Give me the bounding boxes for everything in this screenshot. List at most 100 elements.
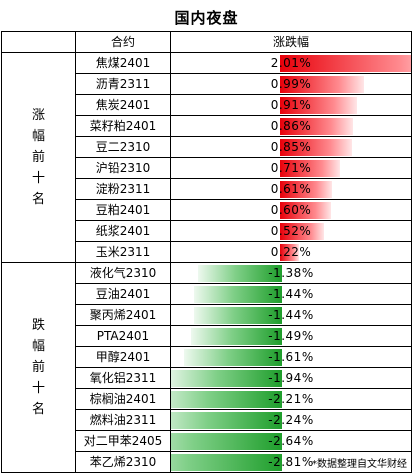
change-value: -2.81% <box>268 455 314 469</box>
change-value: -1.44% <box>268 287 314 301</box>
loss-bar <box>198 265 282 282</box>
change-cell: 0.91% <box>170 94 412 116</box>
contract-name: 沪铅2310 <box>75 157 171 179</box>
change-cell: -1.94% <box>170 367 412 389</box>
contract-name: 菜籽粕2401 <box>75 115 171 137</box>
change-value: -1.38% <box>268 266 314 280</box>
contract-name: 甲醇2401 <box>75 346 171 368</box>
change-cell: -1.44% <box>170 304 412 326</box>
change-value: -1.49% <box>268 329 314 343</box>
loss-bar <box>184 349 282 366</box>
table-header-row: 合约 涨跌幅 <box>1 31 412 53</box>
change-value: 0.99% <box>270 77 312 91</box>
chart-title: 国内夜盘 <box>174 9 239 27</box>
contract-name: 焦炭2401 <box>75 94 171 116</box>
gain-bar <box>280 181 332 198</box>
change-cell: 0.86% <box>170 115 412 137</box>
change-cell: 0.85% <box>170 136 412 158</box>
contract-name: 焦煤2401 <box>75 52 171 74</box>
change-value: 0.52% <box>270 224 312 238</box>
contract-name: 苯乙烯2310 <box>75 451 171 473</box>
contract-name: 对二甲苯2405 <box>75 430 171 452</box>
gain-bar <box>280 97 357 114</box>
change-value: 0.91% <box>270 98 312 112</box>
contract-name: 聚丙烯2401 <box>75 304 171 326</box>
change-cell: -2.81% <box>170 451 412 473</box>
loss-bar <box>171 433 282 450</box>
change-cell: -2.21% <box>170 388 412 410</box>
change-value: 2.01% <box>270 56 312 70</box>
change-value: 0.85% <box>270 140 312 154</box>
table-row: 玉米2311 0.22% <box>2 241 412 263</box>
change-cell: 2.01% <box>170 52 412 74</box>
group-label-text: 涨幅前十名 <box>31 108 45 207</box>
gain-bar <box>280 202 331 219</box>
loss-bar <box>191 328 282 345</box>
change-cell: 0.99% <box>170 73 412 95</box>
change-cell: 0.61% <box>170 178 412 200</box>
group-label-top-losers: 跌幅前十名 <box>1 262 76 473</box>
change-value: -1.61% <box>268 350 314 364</box>
table-row: 沪铅2310 0.71% <box>2 157 412 179</box>
change-value: -1.94% <box>268 371 314 385</box>
table-row: 聚丙烯2401 -1.44% <box>2 304 412 326</box>
change-cell: 0.22% <box>170 241 412 263</box>
loss-bar <box>171 391 282 408</box>
loss-bar <box>171 454 282 471</box>
loss-bar <box>194 307 282 324</box>
contract-name: 豆二2310 <box>75 136 171 158</box>
table-body: 涨幅前十名 焦煤2401 2.01% 沥青2311 0.99% 焦炭2401 0.91% 菜籽… <box>1 52 412 473</box>
table-row: 豆粕2401 0.60% <box>2 199 412 221</box>
table-row: 棕榈油2401 -2.21% <box>2 388 412 410</box>
change-cell: -2.64% <box>170 430 412 452</box>
change-value: -1.44% <box>268 308 314 322</box>
contract-name: 沥青2311 <box>75 73 171 95</box>
table-row: 沥青2311 0.99% <box>2 73 412 95</box>
change-cell: 0.60% <box>170 199 412 221</box>
source-footnote: *数据整理自文华财经 <box>312 459 407 470</box>
change-cell: -2.24% <box>170 409 412 431</box>
group-label-text: 跌幅前十名 <box>31 318 45 417</box>
contract-name: PTA2401 <box>75 325 171 347</box>
contract-name: 氧化铝2311 <box>75 367 171 389</box>
table-row: 跌幅前十名 液化气2310 -1.38% <box>1 262 412 473</box>
change-cell: -1.38% <box>170 262 412 284</box>
change-cell: -1.49% <box>170 325 412 347</box>
change-value: -2.24% <box>268 413 314 427</box>
contract-name: 液化气2310 <box>75 262 171 284</box>
change-value: 0.71% <box>270 161 312 175</box>
table-row: 淀粉2311 0.61% <box>2 178 412 200</box>
table-row: 豆二2310 0.85% <box>2 136 412 158</box>
change-value: -2.64% <box>268 434 314 448</box>
table-row: 涨幅前十名 焦煤2401 2.01% <box>1 52 412 263</box>
change-cell: 0.52% <box>170 220 412 242</box>
header-blank <box>1 31 76 53</box>
change-value: 0.60% <box>270 203 312 217</box>
gain-bar <box>280 76 364 93</box>
gain-bar <box>280 55 411 72</box>
loss-bar <box>194 286 282 303</box>
gain-bar <box>280 160 340 177</box>
table-row: 对二甲苯2405 -2.64% <box>2 430 412 452</box>
column-header-contract: 合约 <box>75 31 171 53</box>
change-cell: -1.44% <box>170 283 412 305</box>
gain-bar <box>280 244 299 261</box>
gain-bar <box>280 118 353 135</box>
table-row: PTA2401 -1.49% <box>2 325 412 347</box>
change-value: -2.21% <box>268 392 314 406</box>
group-label-top-gainers: 涨幅前十名 <box>1 52 76 263</box>
gain-bar <box>280 223 324 240</box>
change-cell: 0.71% <box>170 157 412 179</box>
contract-name: 淀粉2311 <box>75 178 171 200</box>
change-value: 0.22% <box>270 245 312 259</box>
contract-name: 纸浆2401 <box>75 220 171 242</box>
ranking-table: 合约 涨跌幅 涨幅前十名 焦煤2401 2.01% 沥青2311 0.99% 焦炭2401… <box>1 31 412 473</box>
contract-name: 燃料油2311 <box>75 409 171 431</box>
gain-bar <box>280 139 352 156</box>
change-cell: -1.61% <box>170 346 412 368</box>
contract-name: 豆粕2401 <box>75 199 171 221</box>
contract-name: 玉米2311 <box>75 241 171 263</box>
change-value: 0.61% <box>270 182 312 196</box>
change-value: 0.86% <box>270 119 312 133</box>
table-row: 苯乙烯2310 -2.81% <box>2 451 412 473</box>
